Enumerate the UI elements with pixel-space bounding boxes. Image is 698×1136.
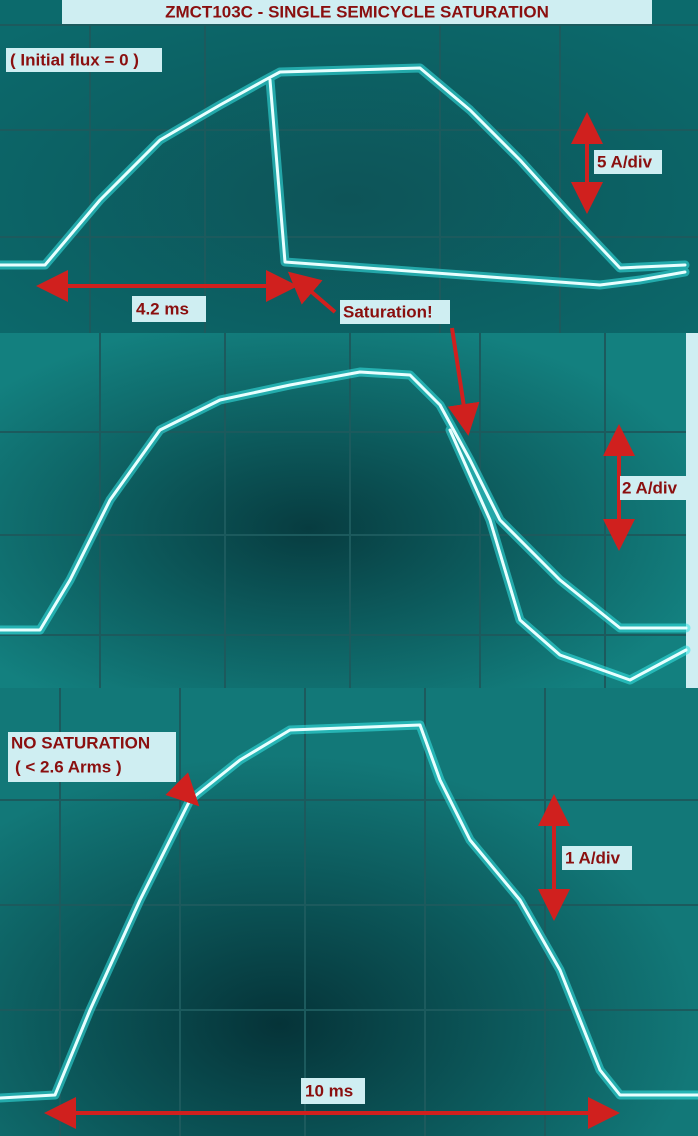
label-box [340,300,450,324]
scale: 2 A/div [622,478,678,497]
label-box [8,732,176,782]
subnote: ( < 2.6 Arms ) [15,757,122,776]
label-box [132,296,206,322]
note: ( Initial flux = 0 ) [10,50,139,69]
label-box [562,846,632,870]
time: 4.2 ms [136,299,189,318]
arrows [36,112,635,1129]
time: 10 ms [305,1081,353,1100]
traces [0,63,698,1103]
panel-2 [0,333,686,688]
label-box [620,476,686,500]
label-box [6,48,162,72]
scale: 1 A/div [565,848,621,867]
label-box [301,1078,365,1104]
note: NO SATURATION [11,733,150,752]
title: ZMCT103C - SINGLE SEMICYCLE SATURATION [165,2,549,21]
strip [686,333,698,688]
callout: Saturation! [343,302,433,321]
scale: 5 A/div [597,152,653,171]
label-box [594,150,662,174]
title-box [62,0,652,24]
